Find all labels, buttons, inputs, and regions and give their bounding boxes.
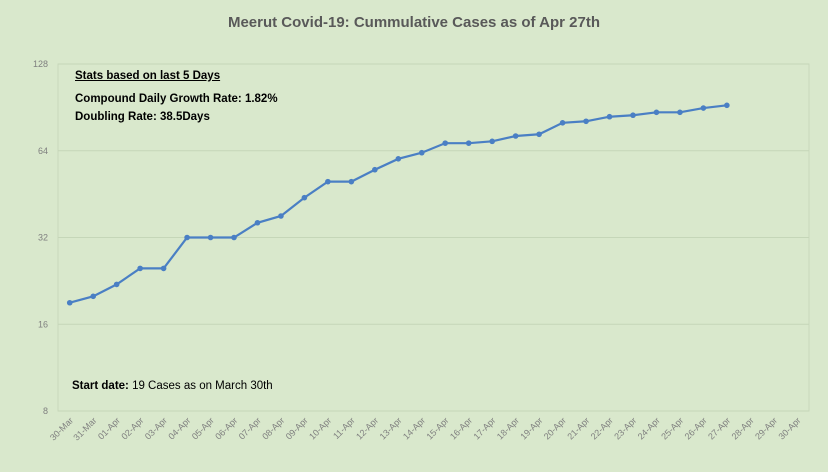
doubling-rate-label: Doubling Rate: 38.5Days [75, 111, 210, 123]
x-tick-label: 31-Mar [71, 415, 98, 442]
x-tick-label: 17-Apr [471, 415, 497, 441]
data-point [559, 120, 566, 126]
x-tick-label: 15-Apr [424, 415, 450, 441]
x-tick-label: 23-Apr [612, 415, 638, 441]
x-tick-label: 07-Apr [237, 415, 263, 441]
data-point [395, 156, 402, 162]
data-point [137, 265, 143, 272]
data-point [583, 118, 589, 125]
x-tick-label: 09-Apr [284, 415, 310, 441]
x-tick-label: 21-Apr [565, 415, 591, 441]
data-point [348, 178, 355, 185]
x-tick-label: 01-Apr [96, 415, 122, 441]
data-point [372, 166, 378, 173]
data-point [536, 131, 542, 138]
x-tick-label: 27-Apr [706, 415, 732, 441]
x-tick-label: 11-Apr [331, 415, 357, 441]
x-tick-label: 24-Apr [636, 415, 662, 441]
x-tick-label: 16-Apr [448, 415, 474, 441]
data-point [442, 140, 449, 146]
y-tick-label: 16 [38, 319, 48, 329]
data-point [700, 105, 707, 111]
x-tick-label: 13-Apr [378, 415, 404, 441]
x-tick-label: 02-Apr [119, 415, 145, 441]
data-point [630, 112, 636, 119]
data-point [653, 109, 660, 116]
x-tick-label: 20-Apr [542, 415, 568, 441]
x-tick-label: 22-Apr [589, 415, 615, 441]
y-tick-label: 64 [38, 146, 48, 156]
x-tick-label: 28-Apr [730, 415, 756, 441]
data-point [325, 178, 331, 185]
x-tick-label: 03-Apr [143, 415, 169, 441]
x-tick-label: 14-Apr [401, 415, 427, 441]
data-point [465, 140, 472, 146]
data-point [677, 109, 683, 116]
data-point [606, 113, 613, 120]
data-point [512, 133, 519, 139]
x-tick-label: 30-Apr [777, 415, 803, 441]
x-tick-label: 26-Apr [683, 415, 709, 441]
data-point [66, 299, 73, 306]
y-tick-label: 8 [43, 406, 48, 416]
start-date-note: Start date: 19 Cases as on March 30th [72, 380, 273, 392]
y-tick-label: 32 [38, 233, 48, 243]
data-point [724, 102, 730, 109]
data-point [278, 213, 284, 219]
x-tick-label: 05-Apr [190, 415, 216, 441]
series-line [69, 104, 727, 304]
data-point [207, 234, 214, 241]
x-tick-label: 10-Apr [307, 415, 333, 441]
x-tick-label: 19-Apr [518, 415, 544, 441]
y-tick-label: 128 [33, 59, 48, 69]
x-tick-label: 30-Mar [48, 415, 75, 442]
data-point [418, 149, 425, 156]
data-point [160, 265, 167, 272]
data-point [90, 293, 97, 300]
chart-title: Meerut Covid-19: Cummulative Cases as of… [227, 14, 601, 31]
data-point [184, 234, 190, 241]
x-tick-label: 12-Apr [354, 415, 380, 441]
growth-rate-label: Compound Daily Growth Rate: 1.82% [75, 93, 278, 105]
x-tick-label: 29-Apr [753, 415, 779, 441]
x-tick-label: 08-Apr [260, 415, 286, 441]
x-tick-label: 06-Apr [213, 415, 239, 441]
stats-heading: Stats based on last 5 Days [75, 70, 221, 82]
data-point [301, 194, 308, 201]
data-point [231, 234, 237, 241]
start-date-label: Start date: [72, 380, 129, 392]
data-point [254, 219, 261, 226]
data-point [489, 138, 495, 145]
x-tick-label: 18-Apr [495, 415, 521, 441]
start-date-text: 19 Cases as on March 30th [128, 380, 273, 392]
data-point [113, 281, 120, 288]
x-tick-label: 04-Apr [166, 415, 192, 441]
x-tick-label: 25-Apr [659, 415, 685, 441]
